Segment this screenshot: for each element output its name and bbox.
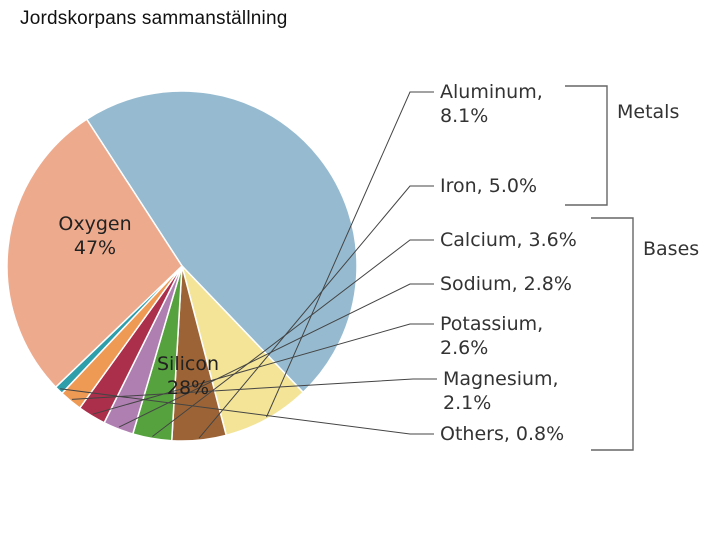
slice-labels: Oxygen 47% Aluminum, 8.1% Iron, 5.0% Calcium,… [58,81,576,445]
callout-label-iron: Iron, 5.0% [440,175,537,197]
callout-leader-lines [60,91,437,439]
group-bracket-bases [591,217,634,451]
callout-label-potassium: Potassium, 2.6% [440,313,543,359]
callout-label-others: Others, 0.8% [440,423,564,445]
group-brackets: Metals Bases [565,85,699,451]
leader-line-iron [198,185,434,439]
slice-silicon [6,118,183,389]
slice-aluminum [180,263,305,437]
group-label-bases: Bases [643,238,699,260]
leader-line-calcium [152,239,434,437]
leader-line-potassium [92,323,434,415]
leader-line-others [60,388,434,435]
group-label-metals: Metals [617,101,679,123]
slice-label-oxygen: Oxygen 47% [58,213,131,259]
group-bracket-metals [565,85,608,206]
leader-line-magnesium [71,378,437,400]
slice-label-silicon: Silicon 28% [157,353,219,399]
callout-label-aluminum: Aluminum, 8.1% [440,81,543,127]
callout-label-magnesium: Magnesium, 2.1% [443,368,559,414]
leader-line-aluminum [266,91,434,418]
pie-slices [6,90,358,442]
slice-oxygen [85,90,358,394]
callout-label-sodium: Sodium, 2.8% [440,273,572,295]
page-title: Jordskorpans sammanställning [20,8,288,29]
callout-label-calcium: Calcium, 3.6% [440,229,577,251]
